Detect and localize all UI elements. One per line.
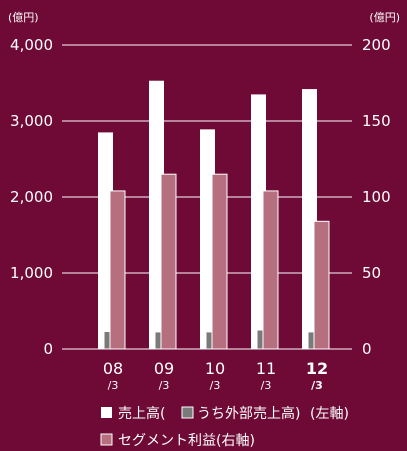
legend-swatch-profit xyxy=(100,433,113,446)
x-tick-label: 08 xyxy=(103,359,123,378)
x-tick-sublabel: /3 xyxy=(210,379,221,392)
legend-label-left-axis: (左軸) xyxy=(310,406,349,422)
right-axis-unit: (億円) xyxy=(369,11,400,24)
bar-sales xyxy=(149,80,164,349)
x-tick-label: 11 xyxy=(256,359,276,378)
bar-segment-profit xyxy=(109,190,126,350)
bar-segment-profit xyxy=(262,190,279,350)
legend-label-sales: 売上高( xyxy=(118,405,165,422)
bar-segment-profit xyxy=(160,173,177,350)
left-tick-label: 0 xyxy=(43,340,53,358)
right-tick-label: 50 xyxy=(362,264,381,282)
x-tick-sublabel: /3 xyxy=(159,379,170,392)
legend-swatch-sales xyxy=(101,407,112,418)
x-tick-sublabel: /3 xyxy=(311,379,323,392)
x-tick-label: 10 xyxy=(205,359,225,378)
left-tick-label: 2,000 xyxy=(10,188,53,206)
left-axis-unit: (億円) xyxy=(8,11,39,24)
x-axis-labels: 08/309/310/311/312/3 xyxy=(103,359,328,392)
right-tick-label: 200 xyxy=(362,36,391,54)
x-tick-sublabel: /3 xyxy=(261,379,272,392)
bar-segment-profit xyxy=(313,220,330,350)
right-tick-label: 100 xyxy=(362,188,391,206)
x-tick-label: 12 xyxy=(306,359,328,378)
legend-swatch-external xyxy=(181,406,194,419)
bar-sales xyxy=(200,129,215,349)
bar-sales xyxy=(302,89,317,349)
left-axis-ticks: 0 1,000 2,000 3,000 4,000 xyxy=(10,36,53,358)
bar-sales xyxy=(251,94,266,350)
legend: 売上高( うち外部売上高) (左軸) セグメント利益(右軸) xyxy=(100,405,349,449)
legend-label-external: うち外部売上高) xyxy=(197,405,300,422)
left-tick-label: 3,000 xyxy=(10,112,53,130)
left-tick-label: 4,000 xyxy=(10,36,53,54)
x-tick-sublabel: /3 xyxy=(108,379,119,392)
x-tick-label: 09 xyxy=(154,359,174,378)
right-tick-label: 0 xyxy=(362,340,372,358)
right-tick-label: 150 xyxy=(362,112,391,130)
right-axis-ticks: 0 50 100 150 200 xyxy=(362,36,391,358)
left-tick-label: 1,000 xyxy=(10,264,53,282)
bar-sales xyxy=(98,132,113,349)
bars xyxy=(98,80,330,350)
bar-segment-profit xyxy=(211,173,228,350)
legend-label-profit: セグメント利益(右軸) xyxy=(118,433,255,449)
